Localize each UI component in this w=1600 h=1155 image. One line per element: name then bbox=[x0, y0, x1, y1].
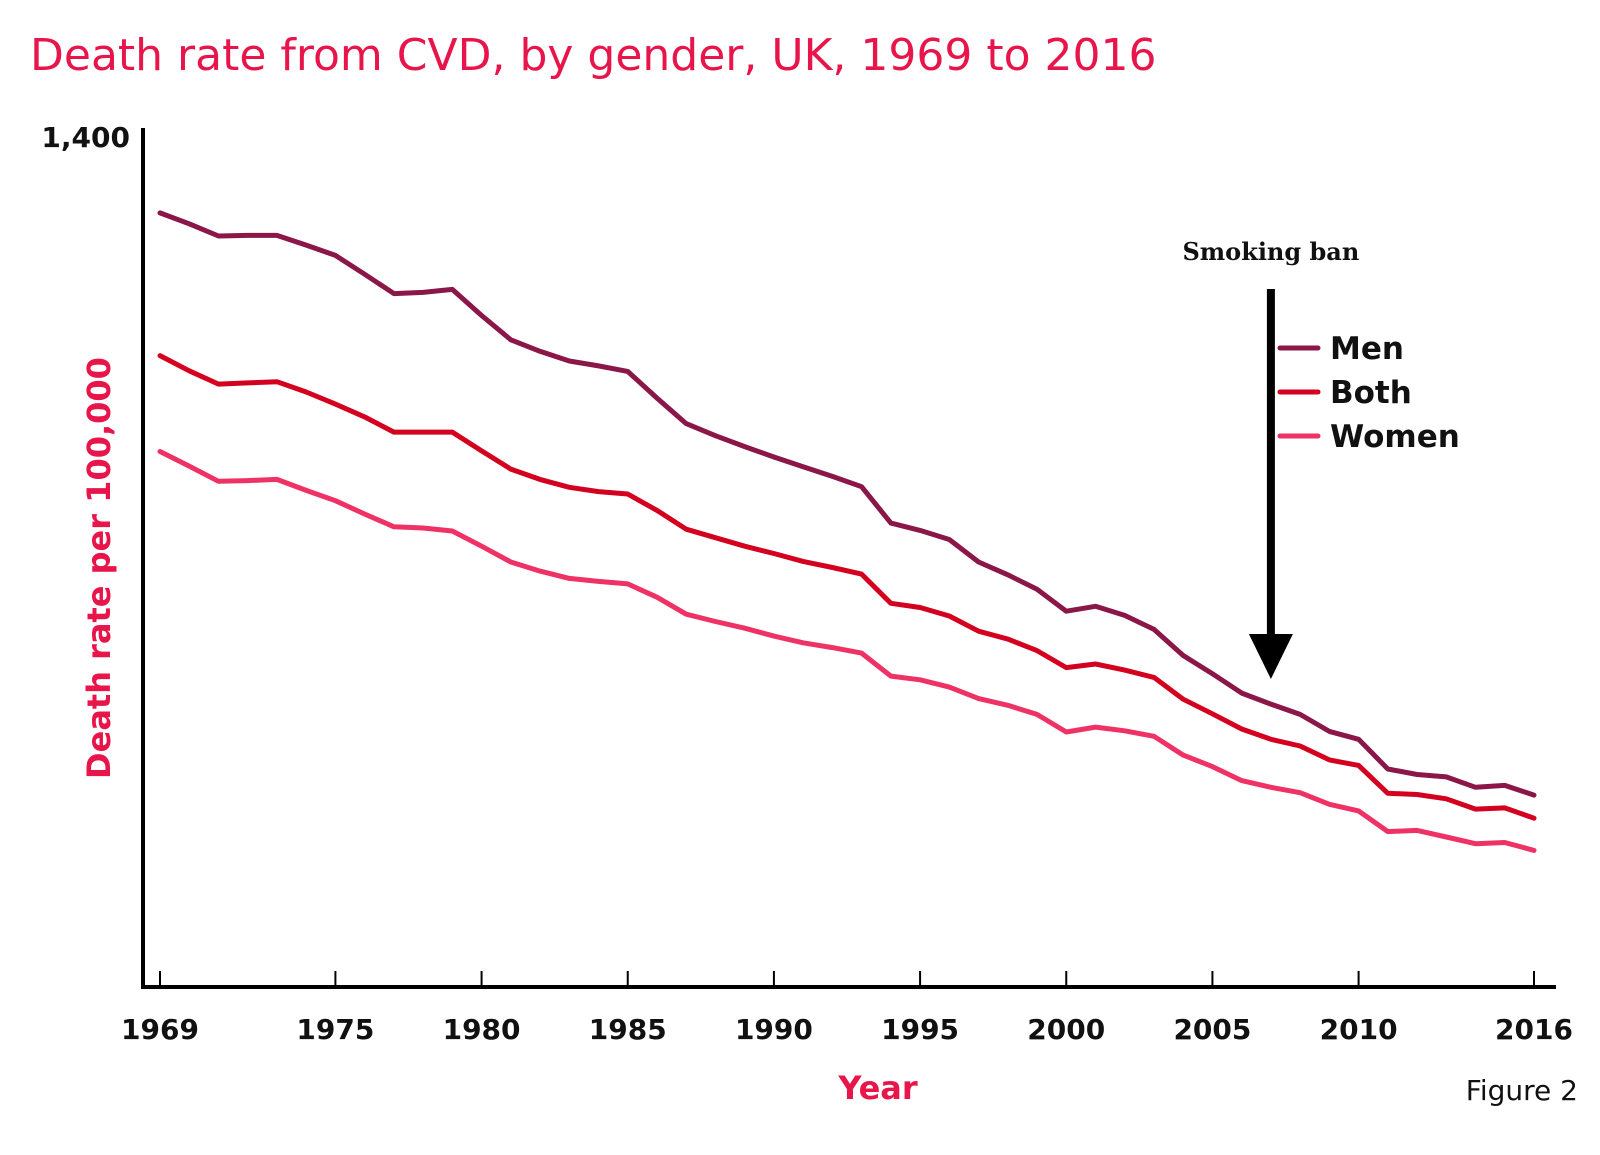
y-axis-title: Death rate per 100,000 bbox=[80, 357, 118, 779]
y-tick-label: 1,400 bbox=[41, 121, 130, 154]
x-tick-label: 1969 bbox=[121, 1013, 199, 1046]
annotation-label: Smoking ban bbox=[1182, 237, 1359, 266]
legend-label-men: Men bbox=[1330, 331, 1404, 367]
x-tick-label: 1995 bbox=[881, 1013, 959, 1046]
legend: Men Both Women bbox=[1277, 331, 1460, 455]
series-line-men bbox=[157, 210, 1537, 798]
x-tick-label: 1975 bbox=[296, 1013, 374, 1046]
x-tick-label: 2000 bbox=[1027, 1013, 1105, 1046]
chart-title: Death rate from CVD, by gender, UK, 1969… bbox=[30, 30, 1157, 81]
series-line-women bbox=[157, 449, 1537, 853]
legend-label-women: Women bbox=[1330, 419, 1460, 455]
legend-label-both: Both bbox=[1330, 375, 1412, 411]
axes: 1,400 1969 1975 1980 1985 1990 1995 2000 2005 201… bbox=[41, 121, 1573, 1046]
series-line-both bbox=[157, 353, 1537, 821]
arrow-down-icon bbox=[1248, 634, 1293, 679]
x-tick-label: 2016 bbox=[1495, 1013, 1573, 1046]
x-tick-label: 2010 bbox=[1320, 1013, 1398, 1046]
x-tick-label: 2005 bbox=[1173, 1013, 1251, 1046]
x-tick-label: 1980 bbox=[443, 1013, 521, 1046]
x-tick-label: 1990 bbox=[735, 1013, 813, 1046]
x-tick-label: 1985 bbox=[589, 1013, 667, 1046]
figure-label: Figure 2 bbox=[1466, 1074, 1578, 1107]
series-lines bbox=[157, 210, 1537, 853]
annotation: Smoking ban bbox=[1182, 237, 1359, 679]
x-axis-title: Year bbox=[837, 1069, 918, 1107]
